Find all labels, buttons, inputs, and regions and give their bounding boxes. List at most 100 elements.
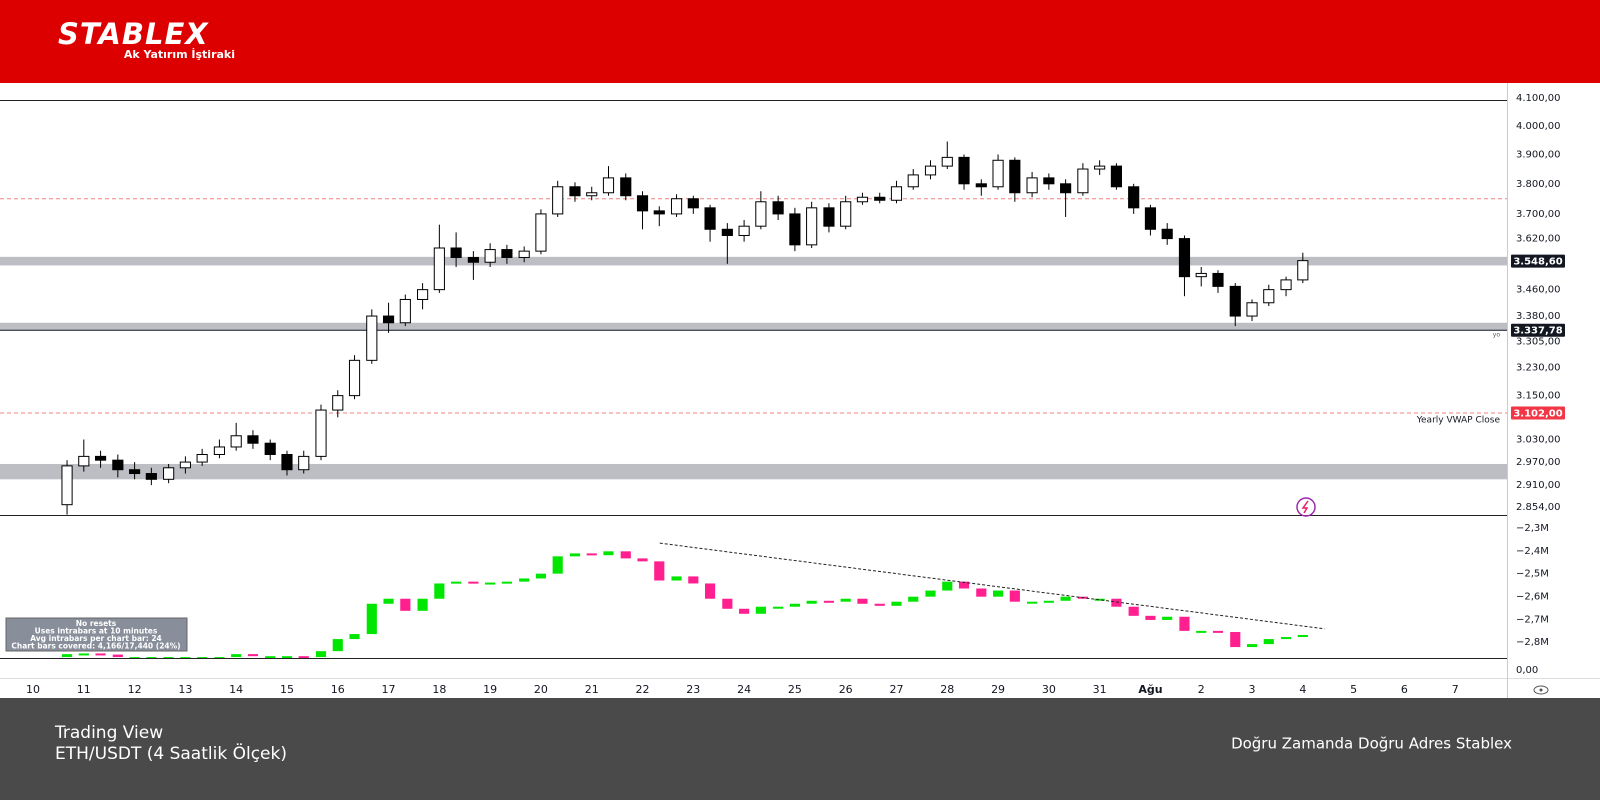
- indicator-candle: [1145, 615, 1156, 620]
- indicator-candle: [620, 551, 631, 559]
- tagline: Ak Yatırım İştiraki: [124, 47, 235, 61]
- header-bar: [0, 0, 1600, 83]
- indicator-candle: [857, 598, 868, 604]
- candle-body: [636, 195, 649, 212]
- candle-body: [823, 207, 835, 227]
- y2-tick-label: −2,8M: [1516, 637, 1549, 648]
- vwap-label: Yearly VWAP Close: [1416, 415, 1501, 425]
- candle-body: [467, 256, 479, 263]
- y-tick-label: 3.030,00: [1516, 434, 1561, 445]
- candle-body: [907, 174, 919, 188]
- y2-tick-label: −2,4M: [1516, 546, 1549, 557]
- indicator-candle: [129, 657, 140, 658]
- indicator-candle: [332, 639, 343, 652]
- candle-body: [61, 465, 73, 506]
- candle-body: [417, 289, 429, 300]
- indicator-candle: [976, 588, 987, 597]
- x-tick-label: 3: [1249, 683, 1256, 696]
- x-tick-label: 13: [178, 683, 192, 696]
- indicator-candle: [1196, 630, 1207, 633]
- candle-body: [1195, 272, 1207, 278]
- x-tick-label: 5: [1350, 683, 1357, 696]
- candle-body: [772, 201, 784, 215]
- price-badge-label: 3.102,00: [1513, 408, 1562, 419]
- indicator-candle: [925, 590, 936, 597]
- y-tick-label: 3.700,00: [1516, 209, 1561, 220]
- candle-body: [806, 207, 818, 246]
- axes: 10 11 12 13 14 15 16 17 18 19 20 21 22 23 24 25 26 27 28 29…: [26, 93, 1565, 696]
- info-box: [5, 617, 188, 652]
- y2-tick-label: −2,5M: [1516, 569, 1549, 580]
- y2-bottom-label: 0,00: [1516, 665, 1538, 676]
- x-tick-label: 26: [839, 683, 853, 696]
- indicator-candle: [789, 603, 800, 607]
- indicator-candle: [1212, 630, 1224, 633]
- candle-body: [856, 196, 869, 203]
- indicator-candle: [992, 590, 1004, 597]
- indicator-candle: [1263, 639, 1274, 645]
- x-tick-label: 14: [229, 683, 243, 696]
- x-tick-label: 23: [686, 683, 700, 696]
- candle-body: [1144, 207, 1157, 230]
- candle-body: [315, 409, 327, 457]
- x-tick-label: 6: [1401, 683, 1408, 696]
- zone: [0, 463, 1507, 480]
- x-tick-label: 25: [788, 683, 802, 696]
- candle-body: [1161, 228, 1173, 240]
- candle-body: [281, 453, 293, 471]
- x-tick-label: 30: [1042, 683, 1056, 696]
- indicator-candle: [806, 600, 817, 604]
- indicator-candle: [688, 576, 699, 584]
- candle-body: [230, 435, 242, 448]
- x-tick-label: Ağu: [1138, 683, 1162, 696]
- eye-icon: [1533, 685, 1549, 695]
- candle-body: [755, 201, 767, 227]
- candle-body: [94, 455, 107, 461]
- candle-body: [518, 250, 530, 258]
- candle-body: [1297, 260, 1309, 281]
- candle-body: [1110, 165, 1122, 188]
- candle-body: [382, 315, 395, 324]
- indicator-candle: [704, 583, 716, 599]
- indicator-candle: [942, 581, 953, 591]
- y-tick-label: 3.620,00: [1516, 234, 1561, 245]
- candle-body: [450, 247, 462, 258]
- y-tick-label: 2.854,00: [1516, 502, 1561, 513]
- indicator-candle: [298, 656, 309, 658]
- candle-body: [366, 315, 378, 361]
- indicator-candle: [739, 608, 750, 614]
- indicator-candle: [146, 657, 157, 658]
- candle-body: [1178, 238, 1191, 278]
- candle-body: [112, 459, 124, 471]
- indicator-candle: [1246, 644, 1258, 648]
- indicator-candle: [315, 651, 327, 658]
- candle-body: [1280, 279, 1292, 291]
- candle-body: [653, 210, 665, 215]
- candle-body: [348, 359, 361, 397]
- x-tick-label: 28: [940, 683, 954, 696]
- candle-body: [1026, 177, 1038, 194]
- indicator-candle: [281, 656, 293, 658]
- indicator-candle: [1060, 596, 1071, 601]
- indicator-candle: [112, 654, 123, 658]
- candle-body: [670, 198, 683, 215]
- indicator-candle: [434, 583, 445, 599]
- info-line: Chart bars covered: 4,166/17,440 (24%): [11, 642, 180, 651]
- y-tick-label: 3.800,00: [1516, 179, 1561, 190]
- indicator-candle: [840, 598, 851, 602]
- price-badge: [1511, 254, 1565, 268]
- indicator-candle: [1009, 590, 1020, 602]
- candle-body: [78, 455, 90, 467]
- indicator-candle: [1027, 601, 1038, 604]
- info-line: Avg intrabars per chart bar: 24: [30, 634, 162, 643]
- candle-body: [840, 201, 852, 227]
- indicator-candle: [197, 657, 208, 658]
- candle-body: [145, 473, 157, 480]
- candle-body: [1246, 302, 1258, 317]
- info-line: Uses intrabars at 10 minutes: [35, 627, 158, 636]
- indicator-candle: [1280, 637, 1292, 640]
- indicator-candle: [654, 561, 665, 581]
- y-tick-label: 3.900,00: [1516, 149, 1561, 160]
- x-tick-label: 15: [280, 683, 294, 696]
- x-tick-label: 31: [1093, 683, 1107, 696]
